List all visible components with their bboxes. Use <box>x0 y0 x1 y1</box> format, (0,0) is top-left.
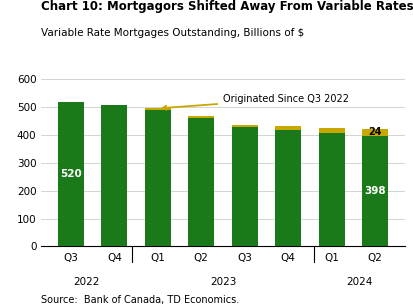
Text: 398: 398 <box>364 186 386 196</box>
Bar <box>362 129 388 136</box>
Text: Chart 10: Mortgagors Shifted Away From Variable Rates: Chart 10: Mortgagors Shifted Away From V… <box>41 0 413 13</box>
Text: Variable Rate Mortgages Outstanding, Billions of $: Variable Rate Mortgages Outstanding, Bil… <box>41 28 304 38</box>
Bar <box>232 124 258 127</box>
Text: Originated Since Q3 2022: Originated Since Q3 2022 <box>163 94 349 110</box>
Bar <box>145 110 171 246</box>
Text: 2023: 2023 <box>210 277 236 287</box>
Bar <box>145 108 171 110</box>
Bar <box>319 133 345 246</box>
Bar <box>58 102 84 246</box>
Bar <box>232 127 258 246</box>
Text: 2024: 2024 <box>346 277 373 287</box>
Bar <box>188 116 214 119</box>
Text: Source:  Bank of Canada, TD Economics.: Source: Bank of Canada, TD Economics. <box>41 295 240 305</box>
Bar <box>101 105 127 246</box>
Bar <box>275 130 301 246</box>
Bar <box>275 127 301 130</box>
Text: 2022: 2022 <box>74 277 100 287</box>
Text: 520: 520 <box>60 169 82 179</box>
Bar <box>362 136 388 246</box>
Bar <box>188 119 214 246</box>
Bar <box>319 128 345 133</box>
Text: 24: 24 <box>368 127 382 137</box>
